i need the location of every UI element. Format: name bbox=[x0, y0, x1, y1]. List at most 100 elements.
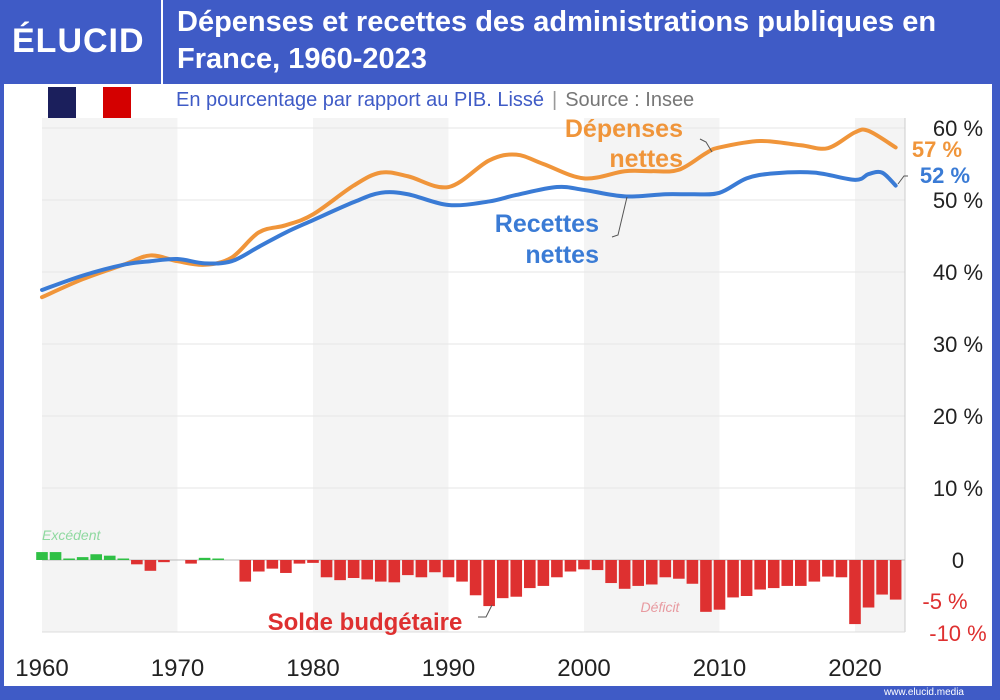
solde-bar bbox=[808, 560, 821, 582]
solde-bar bbox=[849, 560, 861, 625]
elucid-logo: ÉLUCID bbox=[12, 22, 145, 60]
x-tick-label: 1980 bbox=[286, 655, 339, 682]
solde-bar bbox=[442, 560, 455, 578]
solde-bar bbox=[131, 560, 143, 565]
recettes-end-value: 52 % bbox=[920, 163, 970, 188]
solde-bar bbox=[456, 560, 468, 582]
recettes-line bbox=[40, 169, 898, 292]
solde-bar bbox=[266, 560, 279, 569]
solde-bar bbox=[429, 560, 441, 573]
solde-bar bbox=[36, 552, 48, 560]
decade-band bbox=[584, 118, 720, 632]
solde-bar bbox=[49, 552, 62, 560]
x-tick-label: 1970 bbox=[151, 655, 204, 682]
chart-title: Dépenses et recettes des administrations… bbox=[177, 6, 937, 75]
solde-bar bbox=[361, 560, 373, 580]
x-tick-label: 1960 bbox=[15, 655, 68, 682]
solde-bar bbox=[320, 560, 333, 578]
solde-bar bbox=[632, 560, 644, 586]
x-tick-label: 2010 bbox=[693, 655, 746, 682]
solde-bar bbox=[876, 560, 888, 595]
solde-bar bbox=[645, 560, 658, 585]
depenses-label: Dépenses bbox=[565, 115, 683, 143]
y-tick-label: 10 % bbox=[933, 476, 983, 501]
solde-bar bbox=[198, 557, 211, 560]
solde-bar bbox=[280, 560, 292, 573]
solde-bar bbox=[496, 560, 509, 599]
solde-bar bbox=[185, 560, 197, 564]
solde-bar bbox=[239, 560, 252, 582]
subtitle-separator: | bbox=[552, 89, 558, 111]
solde-bar bbox=[822, 560, 834, 577]
recettes-leader bbox=[611, 196, 628, 238]
solde-bar bbox=[862, 560, 875, 608]
solde-bar bbox=[212, 558, 224, 560]
solde-bar bbox=[374, 560, 387, 582]
solde-bar bbox=[740, 560, 753, 596]
solde-bar bbox=[537, 560, 550, 586]
x-tick-label: 1990 bbox=[422, 655, 475, 682]
excedent-label: Excédent bbox=[42, 527, 101, 543]
solde-bar bbox=[334, 560, 346, 581]
depenses-label: nettes bbox=[609, 145, 683, 173]
solde-bar bbox=[307, 560, 319, 563]
decade-band bbox=[313, 118, 449, 632]
solde-bar bbox=[686, 560, 699, 584]
y-tick-label: 50 % bbox=[933, 188, 983, 213]
solde-bar bbox=[727, 560, 739, 598]
solde-bar bbox=[63, 558, 75, 560]
subtitle-text: En pourcentage par rapport au PIB. Lissé bbox=[176, 89, 545, 111]
decade-band bbox=[855, 118, 905, 632]
solde-bar bbox=[578, 560, 590, 570]
solde-bar bbox=[347, 560, 360, 578]
solde-bar bbox=[524, 560, 536, 589]
solde-label-leader bbox=[478, 604, 493, 618]
solde-bar bbox=[659, 560, 672, 578]
footer-url: www.elucid.media bbox=[883, 687, 964, 698]
solde-bar bbox=[700, 560, 712, 612]
solde-bar bbox=[795, 560, 807, 586]
deficit-label: Déficit bbox=[641, 599, 681, 615]
solde-bar bbox=[293, 560, 306, 564]
source-text: Source : Insee bbox=[565, 89, 695, 111]
solde-bar bbox=[510, 560, 523, 597]
solde-bar bbox=[469, 560, 482, 596]
solde-budgetaire-label: Solde budgétaire bbox=[268, 609, 463, 636]
solde-bar bbox=[103, 555, 116, 560]
solde-bar bbox=[76, 557, 89, 560]
solde-bar bbox=[591, 560, 604, 571]
y-tick-label-solde: -5 % bbox=[922, 589, 967, 614]
solde-bar bbox=[564, 560, 577, 572]
depenses-line bbox=[40, 127, 898, 300]
solde-bar bbox=[388, 560, 401, 583]
solde-bar bbox=[90, 554, 102, 560]
y-tick-label-solde: -10 % bbox=[929, 621, 986, 646]
depenses-leader bbox=[699, 138, 713, 153]
solde-bar bbox=[781, 560, 794, 586]
recettes-end-leader bbox=[897, 175, 908, 185]
decade-band bbox=[42, 118, 178, 632]
solde-bar bbox=[673, 560, 685, 579]
solde-bar bbox=[253, 560, 265, 572]
solde-bar bbox=[767, 560, 780, 589]
depenses-end-value: 57 % bbox=[912, 137, 962, 162]
header-divider bbox=[161, 0, 163, 84]
y-tick-label: 30 % bbox=[933, 332, 983, 357]
solde-bar bbox=[158, 560, 170, 563]
y-tick-label: 20 % bbox=[933, 404, 983, 429]
solde-bar bbox=[889, 560, 902, 600]
y-tick-label: 60 % bbox=[933, 116, 983, 141]
recettes-label: Recettes bbox=[495, 210, 599, 238]
solde-bar bbox=[402, 560, 414, 576]
x-tick-label: 2000 bbox=[557, 655, 610, 682]
solde-bar bbox=[618, 560, 631, 589]
header-bar: ÉLUCID Dépenses et recettes des administ… bbox=[0, 0, 1000, 84]
solde-bar bbox=[835, 560, 848, 578]
recettes-label: nettes bbox=[525, 241, 599, 269]
solde-bar bbox=[754, 560, 766, 590]
solde-bar bbox=[117, 558, 130, 560]
solde-bar bbox=[713, 560, 726, 610]
solde-bar bbox=[483, 560, 495, 607]
y-tick-label: 40 % bbox=[933, 260, 983, 285]
subtitle: En pourcentage par rapport au PIB. Lissé… bbox=[176, 89, 694, 112]
